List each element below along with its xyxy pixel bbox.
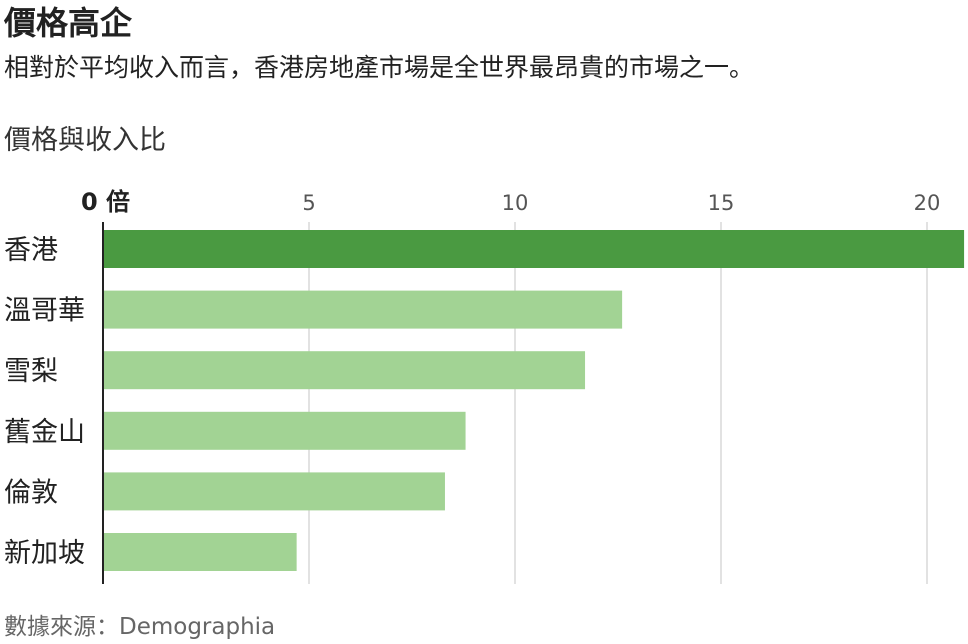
x-tick-label: 10 (502, 191, 529, 215)
category-label: 香港 (4, 235, 58, 266)
category-label: 新加坡 (4, 538, 85, 569)
x-tick-label: 5 (302, 191, 315, 215)
x-tick-label: 20 (914, 191, 941, 215)
category-label: 溫哥華 (4, 296, 85, 327)
source-note: 數據來源：Demographia (4, 614, 276, 640)
x-tick-label: 15 (708, 191, 735, 215)
bar-0 (103, 230, 965, 268)
chart-subtitle: 相對於平均收入而言，香港房地產市場是全世界最昂貴的市場之一。 (4, 53, 755, 82)
category-label: 雪梨 (4, 356, 58, 387)
category-label: 倫敦 (4, 477, 58, 508)
category-label: 舊金山 (4, 417, 85, 448)
bar-5 (103, 533, 297, 571)
bar-3 (103, 411, 466, 450)
bar-4 (103, 472, 445, 511)
chart-metric-label: 價格與收入比 (4, 125, 166, 156)
x-tick-label: 0 倍 (81, 188, 130, 216)
bar-1 (103, 290, 623, 329)
bar-2 (103, 351, 586, 390)
chart-title: 價格高企 (4, 4, 133, 42)
